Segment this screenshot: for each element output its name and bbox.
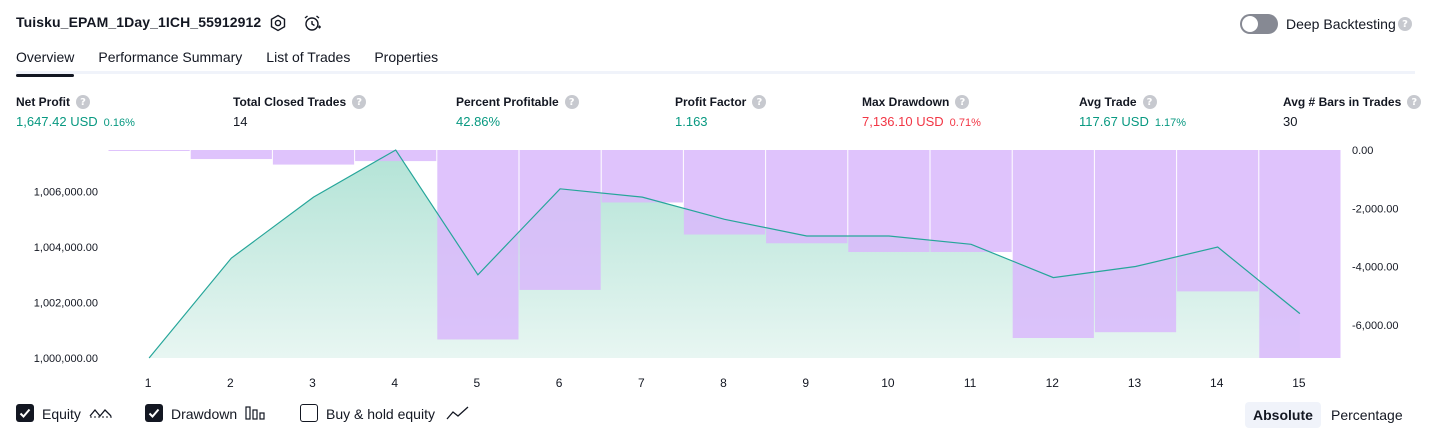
help-icon[interactable]: ? — [76, 95, 90, 109]
equity-checkbox[interactable] — [16, 404, 34, 422]
help-icon[interactable]: ? — [1142, 95, 1157, 109]
x-axis-tick: 4 — [391, 376, 398, 390]
drawdown-checkbox[interactable] — [145, 404, 163, 422]
drawdown-bar — [848, 150, 930, 253]
buy-hold-legend-label[interactable]: Buy & hold equity — [326, 406, 435, 422]
metric-max-drawdown: Max Drawdown? 7,136.10 USD 0.71% — [862, 94, 981, 129]
drawdown-bar — [437, 150, 519, 340]
x-axis-tick: 12 — [1046, 376, 1060, 390]
deep-backtesting-label: Deep Backtesting — [1286, 16, 1396, 32]
metric-value: 7,136.10 USD — [862, 114, 944, 129]
tab-list-of-trades[interactable]: List of Trades — [266, 49, 351, 65]
left-axis-tick: 1,004,000.00 — [34, 242, 98, 254]
metric-percent: 0.71% — [949, 117, 981, 129]
left-axis-tick: 1,000,000.00 — [34, 353, 98, 365]
percentage-mode-button[interactable]: Percentage — [1331, 407, 1403, 423]
drawdown-bar — [683, 150, 766, 235]
left-axis-tick: 1,002,000.00 — [34, 298, 98, 310]
left-axis-tick: 1,006,000.00 — [34, 187, 98, 199]
buy-hold-line-icon — [446, 404, 470, 427]
help-icon[interactable]: ? — [1407, 95, 1422, 109]
drawdown-bar — [355, 150, 437, 162]
drawdown-bar — [601, 150, 683, 203]
equity-line — [148, 149, 1301, 359]
right-axis-tick: -6,000.00 — [1352, 320, 1398, 332]
help-icon[interactable]: ? — [1398, 17, 1412, 31]
metric-label: Percent Profitable — [456, 95, 559, 109]
metric-label: Max Drawdown — [862, 95, 950, 109]
metric-value: 30 — [1283, 114, 1298, 129]
metric-label: Net Profit — [16, 95, 70, 109]
absolute-mode-button[interactable]: Absolute — [1245, 402, 1321, 428]
drawdown-bar — [766, 150, 848, 244]
metric-value: 42.86% — [456, 114, 501, 129]
settings-gear-icon[interactable] — [268, 13, 288, 33]
right-axis-tick: -2,000.00 — [1352, 203, 1398, 215]
drawdown-bars-icon — [244, 404, 268, 427]
equity-wave-icon — [89, 404, 113, 427]
x-axis-tick: 3 — [309, 376, 316, 390]
help-icon[interactable]: ? — [352, 95, 367, 109]
metric-percent-profitable: Percent Profitable? 42.86% — [456, 94, 579, 129]
x-axis-tick: 9 — [802, 376, 809, 390]
strategy-title: Tuisku_EPAM_1Day_1ICH_55912912 — [16, 14, 262, 30]
right-axis-tick: -4,000.00 — [1352, 262, 1398, 274]
x-axis-tick: 14 — [1210, 376, 1224, 390]
alarm-clock-icon[interactable] — [302, 13, 322, 33]
drawdown-bar — [1177, 150, 1259, 292]
x-axis-tick: 13 — [1128, 376, 1142, 390]
help-icon[interactable]: ? — [564, 95, 579, 109]
metric-percent: 0.16% — [103, 117, 135, 129]
drawdown-bar — [1012, 150, 1094, 339]
metric-avg-bars-in-trades: Avg # Bars in Trades? 30 — [1283, 94, 1422, 129]
buy-hold-checkbox[interactable] — [300, 404, 318, 422]
toggle-knob — [1242, 16, 1258, 32]
x-axis-tick: 7 — [638, 376, 645, 390]
metric-label: Avg Trade — [1079, 95, 1137, 109]
drawdown-bar — [519, 150, 601, 290]
deep-backtesting-toggle[interactable] — [1240, 14, 1278, 34]
metric-avg-trade: Avg Trade? 117.67 USD 1.17% — [1079, 94, 1186, 129]
equity-area — [149, 150, 1300, 358]
metric-label: Avg # Bars in Trades — [1283, 95, 1402, 109]
x-axis-tick: 11 — [964, 376, 977, 390]
metric-value: 1,647.42 USD — [16, 114, 98, 129]
drawdown-bar — [272, 150, 355, 165]
x-axis-tick: 1 — [145, 376, 152, 390]
help-icon[interactable]: ? — [955, 95, 970, 109]
drawdown-bar — [1259, 150, 1341, 358]
drawdown-bar — [930, 150, 1012, 253]
metric-total-closed-trades: Total Closed Trades? 14 — [233, 94, 367, 129]
x-axis-tick: 8 — [720, 376, 727, 390]
metric-value: 117.67 USD — [1079, 114, 1149, 129]
x-axis-tick: 10 — [881, 376, 895, 390]
help-icon[interactable]: ? — [752, 95, 767, 109]
x-axis-tick: 6 — [556, 376, 563, 390]
equity-drawdown-chart[interactable]: 1,000,000.00 1,002,000.00 1,004,000.00 1,00… — [0, 140, 1431, 395]
drawdown-bar — [108, 150, 190, 151]
drawdown-legend-label[interactable]: Drawdown — [171, 406, 238, 422]
metric-value: 1.163 — [675, 114, 708, 129]
equity-legend-label[interactable]: Equity — [42, 406, 81, 422]
metric-label: Profit Factor — [675, 95, 747, 109]
tab-overview[interactable]: Overview — [16, 49, 75, 77]
x-axis-tick: 2 — [227, 376, 234, 390]
x-axis-tick: 5 — [474, 376, 481, 390]
metric-net-profit: Net Profit? 1,647.42 USD 0.16% — [16, 94, 135, 129]
tab-bar: Overview Performance Summary List of Tra… — [16, 49, 462, 77]
metric-label: Total Closed Trades — [233, 95, 347, 109]
tab-performance-summary[interactable]: Performance Summary — [98, 49, 243, 65]
tab-properties[interactable]: Properties — [374, 49, 439, 65]
drawdown-bar — [190, 150, 272, 160]
metric-percent: 1.17% — [1154, 117, 1187, 129]
x-axis-tick: 15 — [1292, 376, 1306, 390]
metric-profit-factor: Profit Factor? 1.163 — [675, 94, 767, 129]
drawdown-bar — [1094, 150, 1177, 333]
right-axis-tick: 0.00 — [1352, 145, 1373, 157]
tab-divider — [16, 71, 1415, 74]
metric-value: 14 — [233, 114, 248, 129]
